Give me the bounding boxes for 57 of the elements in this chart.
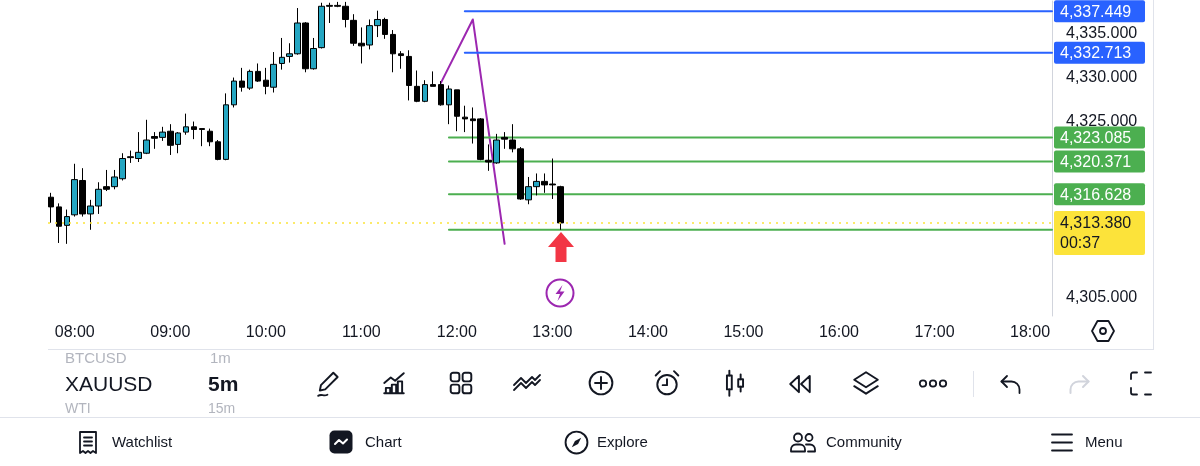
x-tick-label: 12:00 — [436, 322, 477, 340]
x-tick-label: 16:00 — [818, 322, 860, 340]
text: WTI — [65, 399, 91, 417]
candlestick — [191, 121, 197, 140]
text: 15m — [208, 399, 236, 417]
data-label: 4,332.713 — [1060, 44, 1132, 62]
x-tick-label: 10:00 — [245, 322, 286, 340]
x-tick-label: 15:00 — [723, 322, 764, 340]
text: 1m — [210, 349, 231, 367]
data-label: 4,316.628 — [1060, 185, 1132, 203]
ref-line-label: 4,313.380 00:37 — [1060, 214, 1132, 252]
data-label: 4,337.449 — [1060, 2, 1132, 20]
y-tick-label: 4,305.000 — [1066, 288, 1138, 306]
candlestick — [255, 62, 261, 83]
x-tick-label: 17:00 — [914, 322, 955, 340]
candlestick — [406, 49, 412, 101]
x-tick-label: 13:00 — [532, 322, 573, 340]
y-tick-label: 4,330.000 — [1066, 68, 1138, 86]
x-tick-label: 09:00 — [150, 322, 191, 340]
text: Chart — [365, 433, 402, 451]
candlestick — [247, 69, 253, 91]
candlestick — [446, 84, 452, 125]
candlestick — [438, 80, 444, 107]
candlestick — [231, 77, 237, 108]
candlestick — [207, 128, 213, 147]
candlestick — [454, 89, 460, 132]
y-tick-label: 4,325.000 — [1066, 112, 1138, 130]
candlestick — [239, 67, 245, 93]
text: BTCUSD — [65, 349, 127, 367]
text: Watchlist — [112, 433, 173, 451]
text: Menu — [1085, 433, 1123, 451]
text: 5m — [208, 370, 239, 396]
candlestick — [422, 79, 428, 103]
candlestick — [48, 192, 54, 224]
candlestick — [215, 139, 221, 161]
candlestick — [183, 113, 189, 136]
candlestick — [64, 209, 70, 245]
data-label: 4,320.371 — [1060, 152, 1132, 170]
candlestick — [390, 29, 396, 73]
text: Explore — [597, 433, 648, 451]
candlestick — [557, 185, 564, 231]
text: XAUUSD — [65, 370, 153, 396]
candlestick — [56, 202, 62, 244]
y-tick-label: 4,335.000 — [1066, 24, 1138, 42]
x-tick-label: 14:00 — [627, 322, 669, 340]
data-label: 4,323.085 — [1060, 129, 1132, 147]
candlestick — [398, 50, 404, 70]
candlestick — [279, 37, 285, 71]
text: Community — [826, 433, 902, 451]
x-tick-label: 18:00 — [1010, 322, 1051, 340]
candlestick — [414, 70, 420, 103]
candlestick — [462, 105, 468, 133]
x-tick-label: 08:00 — [54, 322, 95, 340]
candlestick — [430, 70, 436, 87]
x-tick-label: 11:00 — [341, 322, 381, 340]
candlestick — [223, 92, 229, 161]
candlestick — [199, 128, 205, 147]
